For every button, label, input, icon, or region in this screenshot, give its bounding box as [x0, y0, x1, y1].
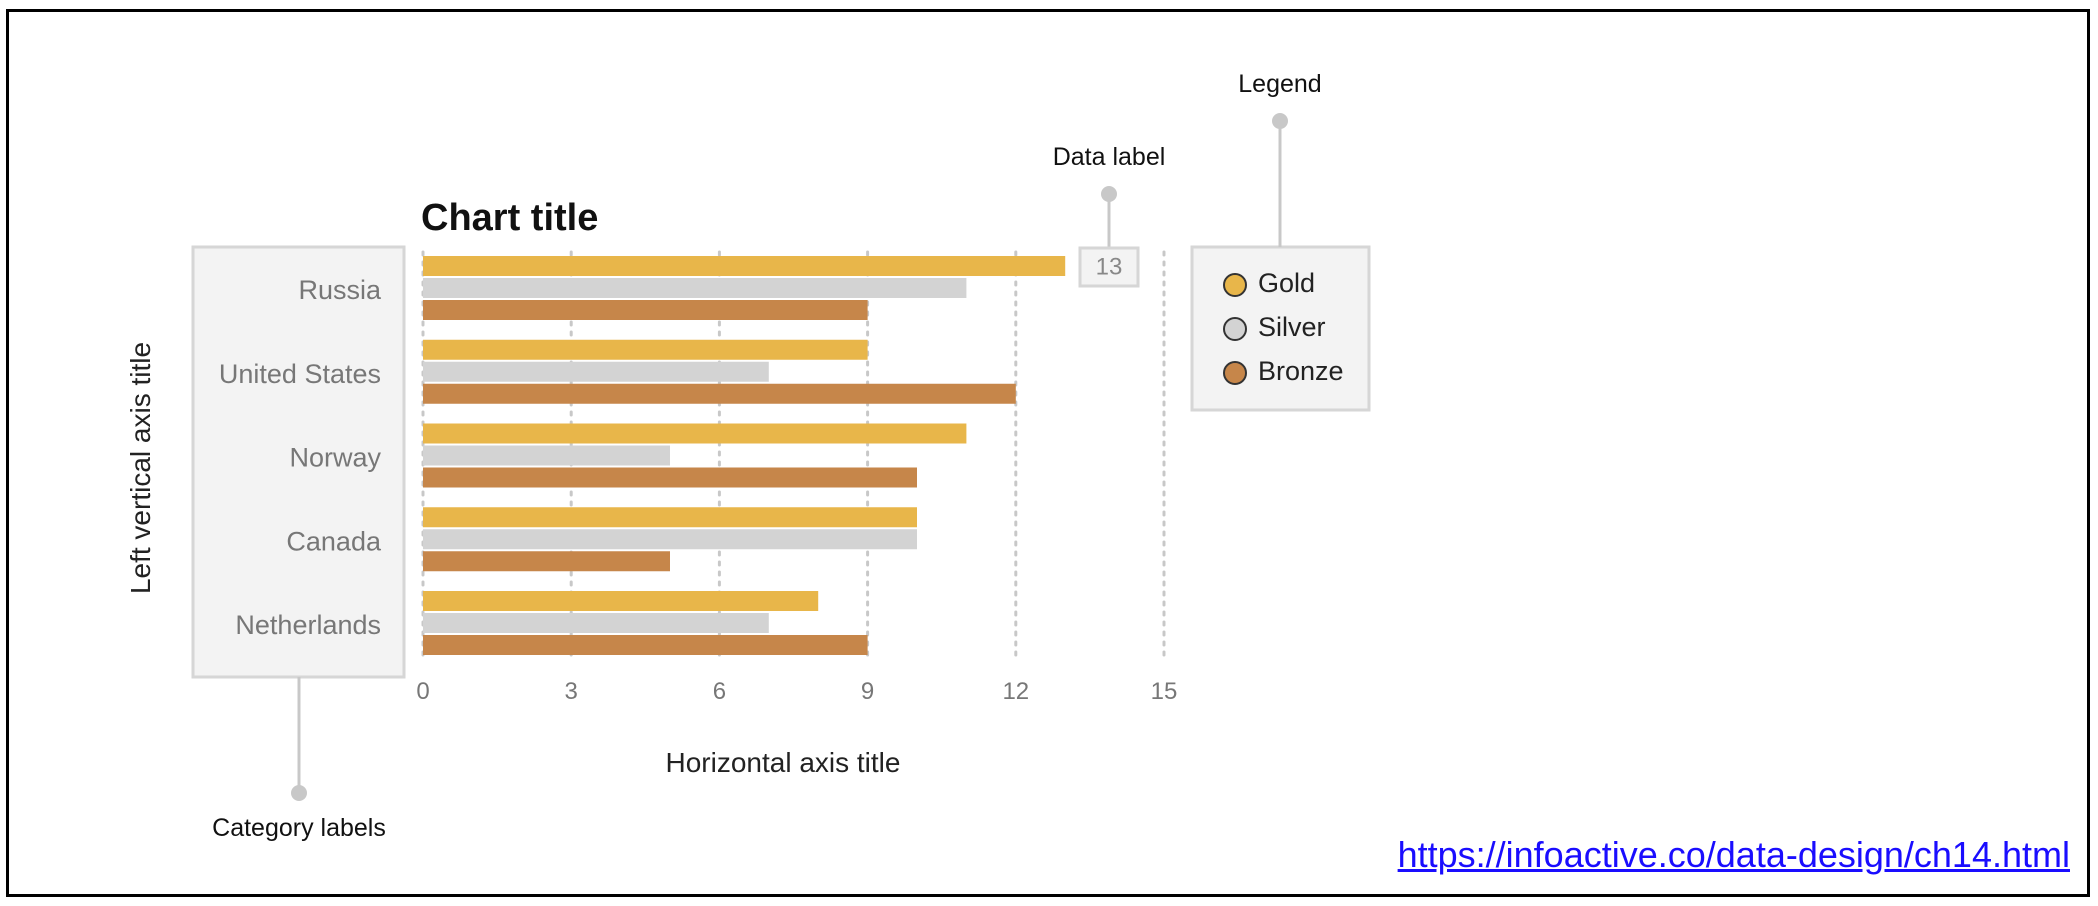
bars-layer: [423, 256, 1066, 655]
bar-bronze: [423, 467, 917, 488]
data-label-annotation-label: Data label: [1053, 143, 1166, 171]
bar-silver: [423, 529, 917, 550]
chart-title: Chart title: [421, 197, 598, 239]
category-box: [191, 245, 406, 679]
x-axis-title: Horizontal axis title: [666, 747, 901, 778]
annotations: 13: [291, 113, 1288, 801]
category-labels-connector-dot: [291, 785, 307, 801]
x-tick-label: 6: [713, 678, 726, 705]
data-label-box: [1078, 246, 1140, 288]
legend-label: Silver: [1258, 312, 1326, 342]
x-tick-label: 12: [1002, 678, 1029, 705]
bar-bronze: [423, 635, 868, 655]
category-labels-annotation-label: Category labels: [212, 814, 386, 842]
legend-swatch-silver: [1223, 317, 1247, 341]
x-tick-labels: 0 3 6 9 12 15: [416, 678, 1177, 705]
category-label: Netherlands: [235, 610, 381, 640]
x-tick-label: 15: [1151, 678, 1178, 705]
bar-silver: [423, 361, 769, 382]
bar-bronze: [423, 383, 1016, 404]
legend-box: [1190, 245, 1371, 412]
category-labels-box: [191, 245, 406, 679]
data-label: 13: [1096, 253, 1123, 280]
legend-connector-dot: [1272, 113, 1288, 129]
data-label-connector-dot: [1101, 186, 1117, 202]
bar-gold: [423, 591, 819, 611]
legend: Gold Silver Bronze: [1190, 245, 1371, 412]
bar-gold: [423, 507, 917, 528]
category-label: Canada: [286, 526, 382, 556]
legend-label: Gold: [1258, 268, 1315, 298]
legend-swatch-gold: [1223, 273, 1247, 297]
x-tick-label: 9: [861, 678, 874, 705]
bar-silver: [423, 445, 670, 466]
bar-gold: [423, 339, 868, 360]
legend-annotation-label: Legend: [1238, 70, 1321, 98]
bar-gold: [423, 423, 967, 444]
bar-bronze: [423, 551, 670, 572]
category-label: United States: [219, 359, 381, 389]
bar-silver: [423, 613, 769, 633]
bar-silver: [423, 278, 967, 298]
bar-gold: [423, 256, 1066, 276]
x-tick-label: 3: [565, 678, 578, 705]
x-tick-label: 0: [416, 678, 429, 705]
source-link[interactable]: https://infoactive.co/data-design/ch14.h…: [1397, 834, 2070, 875]
legend-swatch-bronze: [1223, 361, 1247, 385]
category-labels: Russia United States Norway Canada Netherlan…: [219, 275, 382, 640]
y-axis-title: Left vertical axis title: [125, 342, 156, 594]
bar-bronze: [423, 300, 868, 320]
category-label: Russia: [298, 275, 382, 305]
legend-label: Bronze: [1258, 356, 1344, 386]
category-label: Norway: [289, 443, 381, 473]
